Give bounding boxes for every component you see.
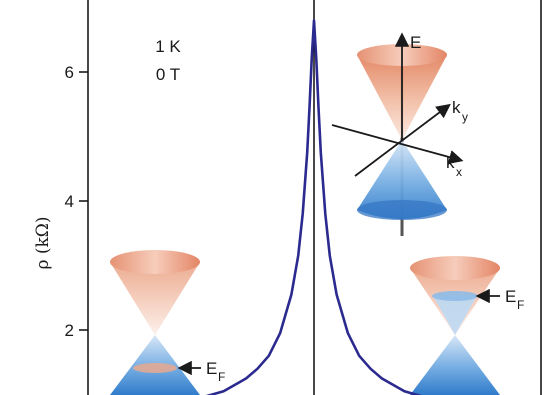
ky-axis-subscript: y xyxy=(462,110,468,124)
ky-axis-label: k xyxy=(452,98,461,117)
y-tick-label: 2 xyxy=(65,321,74,340)
dirac-cone-left-inset: E F xyxy=(110,250,225,395)
right-fermi-label: E xyxy=(505,287,516,306)
right-fermi-subscript: F xyxy=(517,298,524,312)
dirac-cone-right-inset: E F xyxy=(410,256,524,395)
kx-axis-subscript: x xyxy=(456,165,462,179)
field-annotation: 0 T xyxy=(156,65,180,84)
y-tick-label: 6 xyxy=(65,63,74,82)
left-fermi-label: E xyxy=(206,359,217,378)
resistivity-curve xyxy=(205,19,423,395)
temperature-annotation: 1 K xyxy=(155,37,181,56)
left-fermi-subscript: F xyxy=(218,370,225,384)
y-axis-label: ρ (kΩ) xyxy=(33,216,53,269)
dirac-cone-axes-inset: E k y k x xyxy=(331,32,468,236)
series-layer xyxy=(205,19,423,395)
y-ticks: 2 4 6 xyxy=(65,63,88,340)
energy-axis-label: E xyxy=(410,33,421,52)
kx-axis-label: k xyxy=(446,153,455,172)
y-tick-label: 4 xyxy=(65,192,74,211)
